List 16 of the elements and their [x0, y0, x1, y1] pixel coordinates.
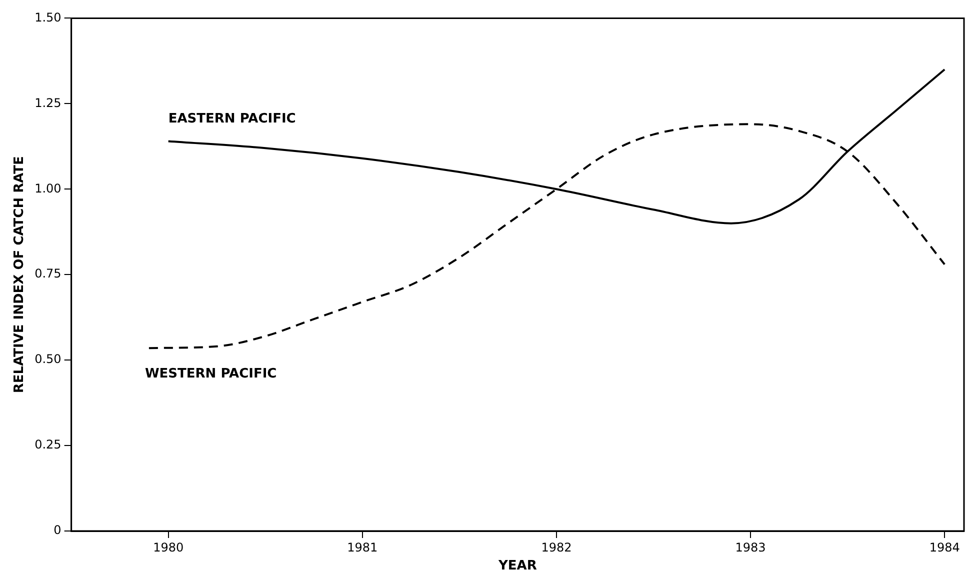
x-axis-title: YEAR — [497, 558, 537, 574]
x-tick-label: 1982 — [541, 540, 572, 554]
y-tick-label: 0 — [54, 523, 62, 538]
y-tick-label: 0.50 — [34, 352, 62, 366]
series-label: WESTERN PACIFIC — [144, 366, 277, 382]
x-tick-label: 1983 — [735, 540, 766, 554]
x-tick-label: 1980 — [153, 540, 184, 554]
y-tick-label: 0.75 — [34, 266, 62, 281]
series-label: EASTERN PACIFIC — [168, 112, 296, 127]
x-tick-label: 1981 — [347, 540, 378, 554]
y-tick-label: 0.25 — [34, 438, 62, 452]
x-tick-label: 1984 — [929, 540, 960, 554]
y-axis-title: RELATIVE INDEX OF CATCH RATE — [12, 156, 28, 394]
y-tick-label: 1.25 — [34, 96, 62, 110]
y-tick-label: 1.00 — [34, 181, 62, 196]
y-tick-label: 1.50 — [34, 10, 62, 24]
